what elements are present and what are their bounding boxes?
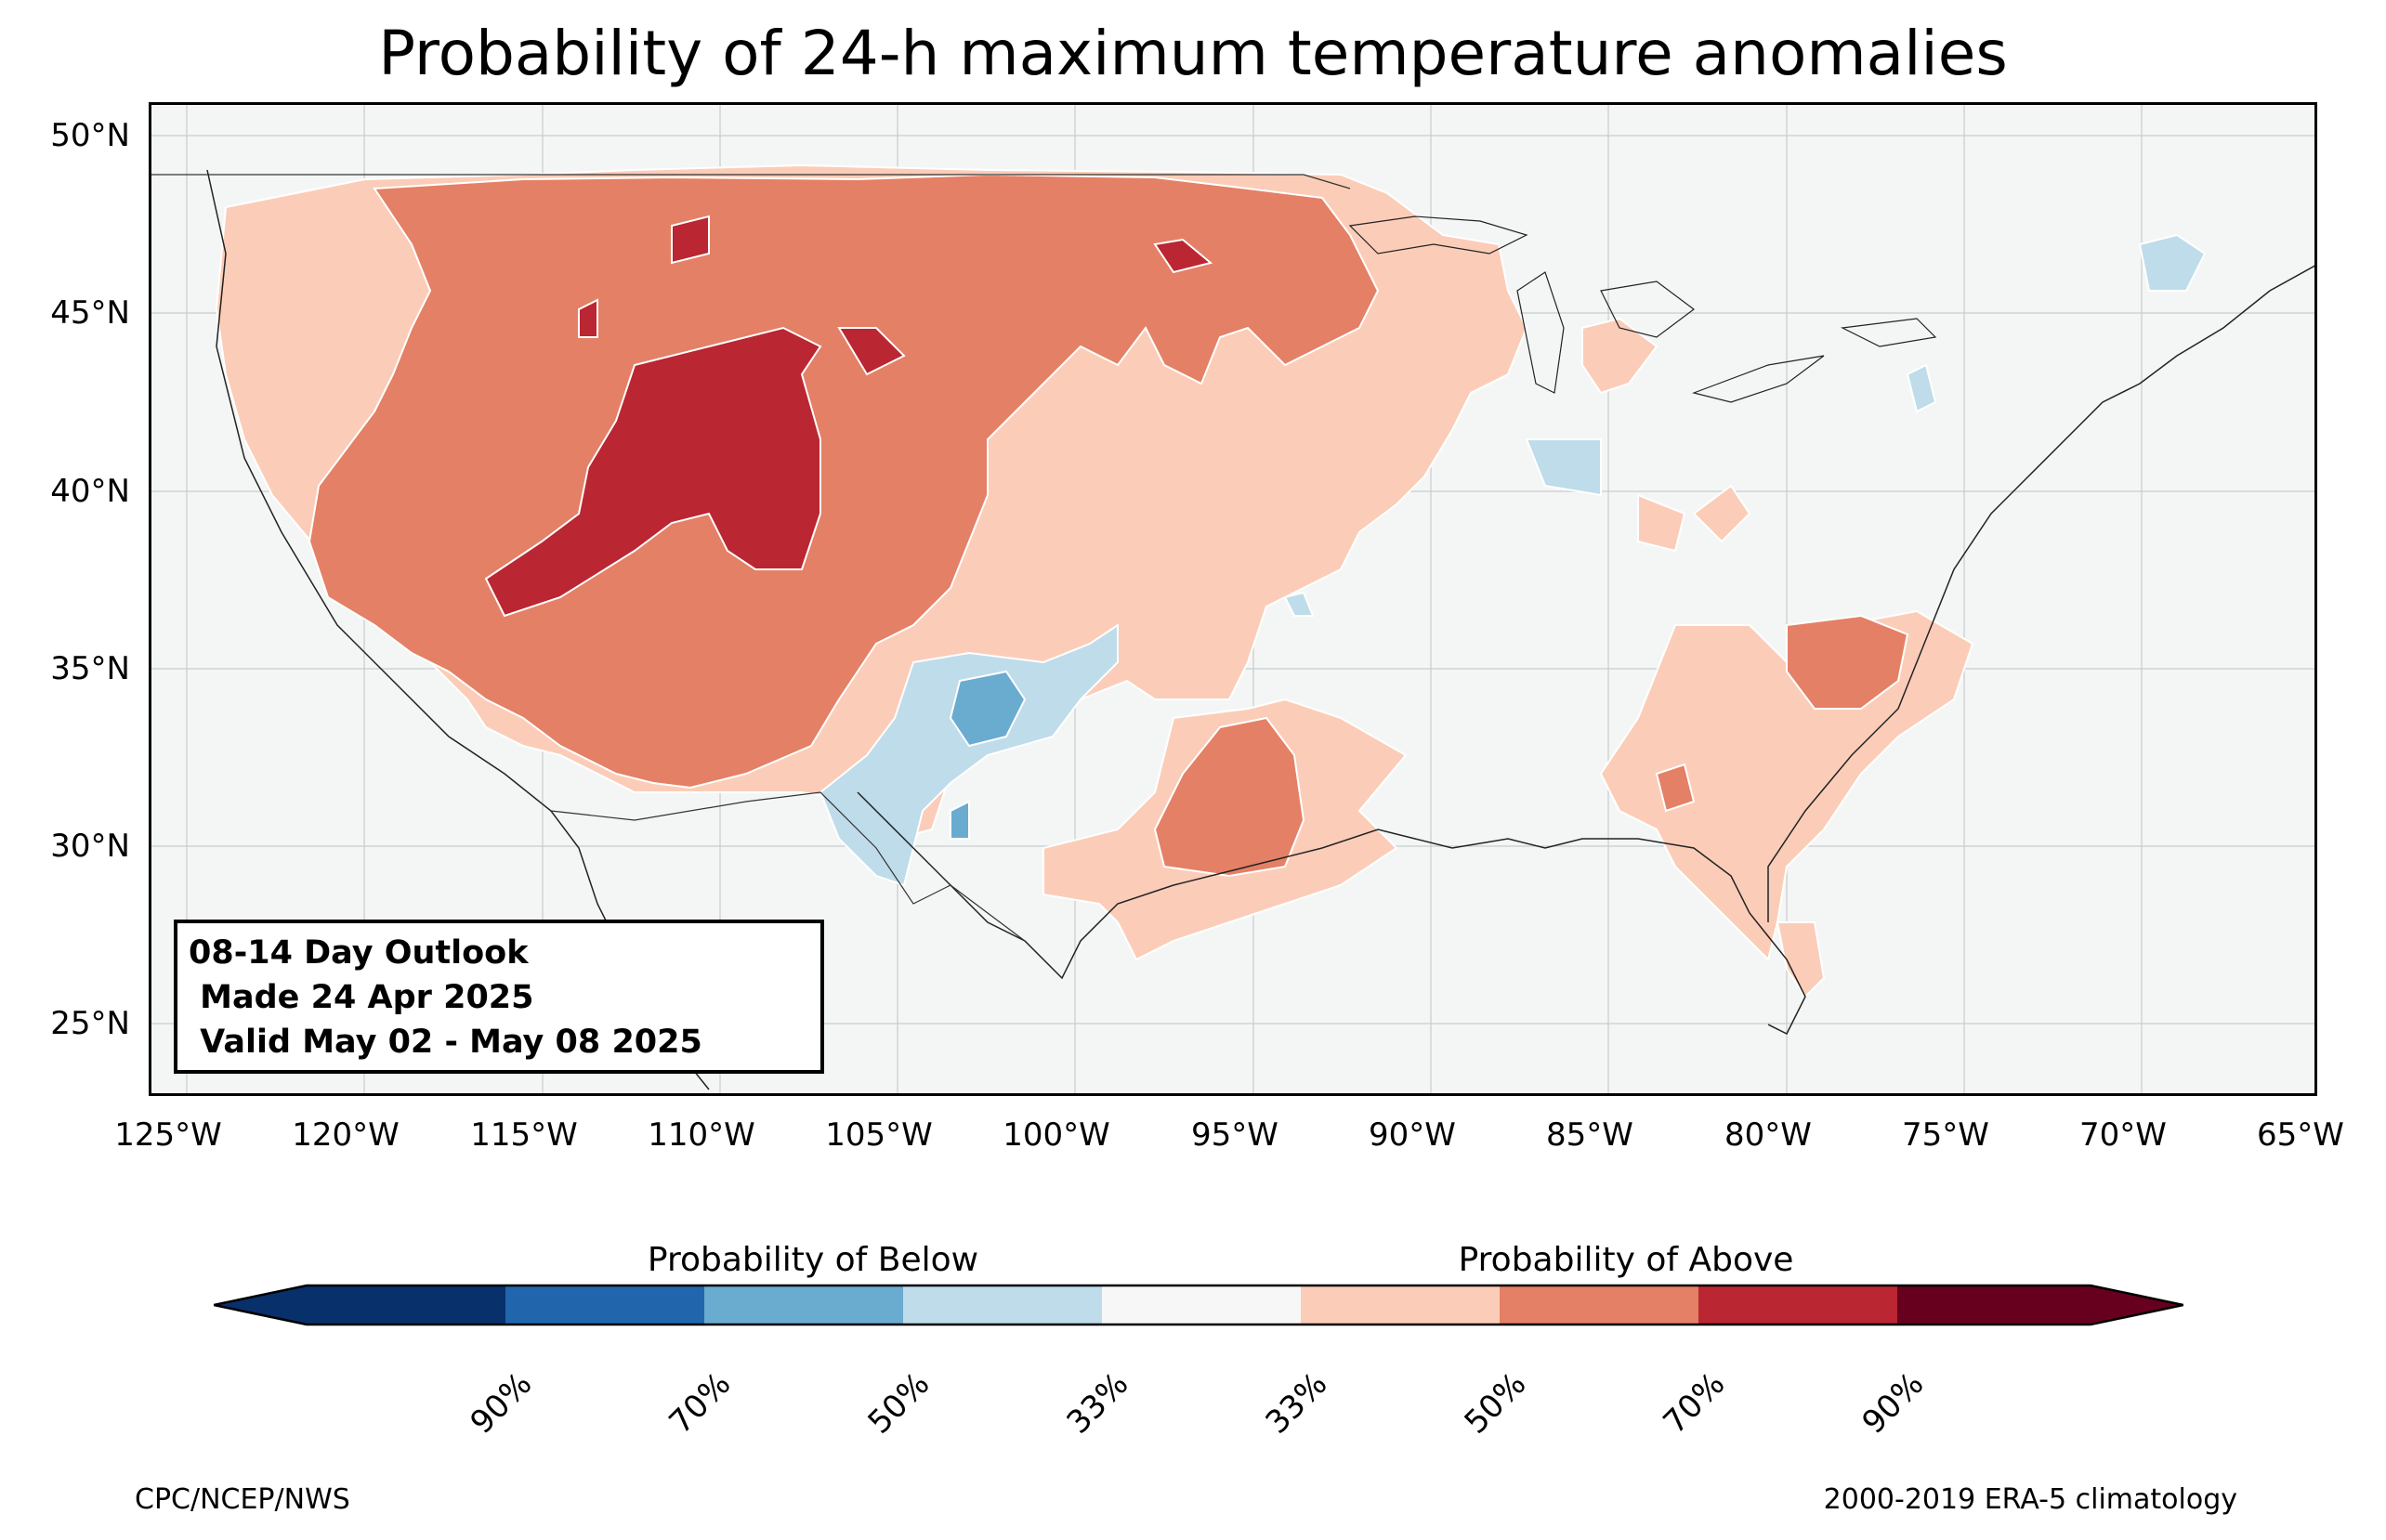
lat-label-35: 35°N <box>50 650 130 687</box>
colorbar-segment-8 <box>1897 1286 2183 1325</box>
colorbar-below-title: Probability of Below <box>647 1241 979 1279</box>
outlook-info-box: 08-14 Day Outlook Made 24 Apr 2025 Valid… <box>174 920 824 1074</box>
lon-label-65: 65°W <box>2257 1116 2344 1154</box>
mexico-border <box>550 791 1026 942</box>
lon-label-110: 110°W <box>648 1116 755 1154</box>
above-70-region <box>484 215 1213 618</box>
above-50-region <box>308 173 1909 878</box>
temperature-anomaly-map <box>151 105 2314 1093</box>
map-title: Probability of 24-h maximum temperature … <box>378 18 2008 89</box>
colorbar-segment-1 <box>505 1286 704 1325</box>
lon-label-90: 90°W <box>1369 1116 1456 1154</box>
lon-label-95: 95°W <box>1191 1116 1278 1154</box>
below-33-region <box>819 233 2207 887</box>
canada-border <box>151 174 1351 189</box>
colorbar-tick-above-70: 70% <box>1656 1365 1733 1442</box>
credit-agency: CPC/NCEP/NWS <box>135 1483 350 1516</box>
colorbar-segment-0 <box>214 1286 505 1325</box>
colorbar-tick-above-33: 33% <box>1258 1365 1335 1442</box>
colorbar-tick-above-50: 50% <box>1457 1365 1534 1442</box>
lat-label-50: 50°N <box>50 117 130 154</box>
lon-label-85: 85°W <box>1546 1116 1633 1154</box>
colorbar-above-title: Probability of Above <box>1458 1241 1794 1279</box>
colorbar-tick-below-50: 50% <box>860 1365 937 1442</box>
lat-label-40: 40°N <box>50 473 130 510</box>
colorbar-segment-2 <box>704 1286 903 1325</box>
colorbar-tick-above-90: 90% <box>1855 1365 1932 1442</box>
below-50-region <box>949 670 1027 840</box>
lat-label-30: 30°N <box>50 828 130 865</box>
lat-label-25: 25°N <box>50 1005 130 1042</box>
lake-ontario <box>1840 318 1937 347</box>
colorbar-segment-3 <box>903 1286 1102 1325</box>
outlook-made-date: Made 24 Apr 2025 <box>189 979 534 1016</box>
colorbar-outline <box>214 1284 2183 1326</box>
lon-label-115: 115°W <box>470 1116 578 1154</box>
colorbar <box>214 1284 2183 1326</box>
lon-label-125: 125°W <box>114 1116 222 1154</box>
lake-superior <box>1348 215 1528 254</box>
colorbar-tick-below-70: 70% <box>662 1365 739 1442</box>
colorbar-tick-below-90: 90% <box>463 1365 540 1442</box>
colorbar-segment-4 <box>1102 1286 1301 1325</box>
lat-label-45: 45°N <box>50 294 130 332</box>
colorbar-segments <box>214 1286 2183 1325</box>
credit-climatology: 2000-2019 ERA-5 climatology <box>1823 1483 2237 1516</box>
lon-label-75: 75°W <box>1902 1116 1989 1154</box>
lon-label-100: 100°W <box>1003 1116 1110 1154</box>
lake-huron <box>1600 281 1695 338</box>
lake-michigan <box>1516 271 1565 394</box>
lon-label-120: 120°W <box>292 1116 400 1154</box>
lake-erie <box>1691 355 1825 403</box>
lon-label-105: 105°W <box>825 1116 933 1154</box>
colorbar-segment-7 <box>1698 1286 1897 1325</box>
outlook-valid-range: Valid May 02 - May 08 2025 <box>189 1024 702 1061</box>
lon-label-80: 80°W <box>1724 1116 1812 1154</box>
outlook-period: 08-14 Day Outlook <box>189 934 529 972</box>
colorbar-segment-5 <box>1301 1286 1500 1325</box>
colorbar-segment-6 <box>1500 1286 1698 1325</box>
coastline-east <box>1767 265 2314 922</box>
lon-label-70: 70°W <box>2079 1116 2167 1154</box>
colorbar-tick-below-33: 33% <box>1059 1365 1136 1442</box>
